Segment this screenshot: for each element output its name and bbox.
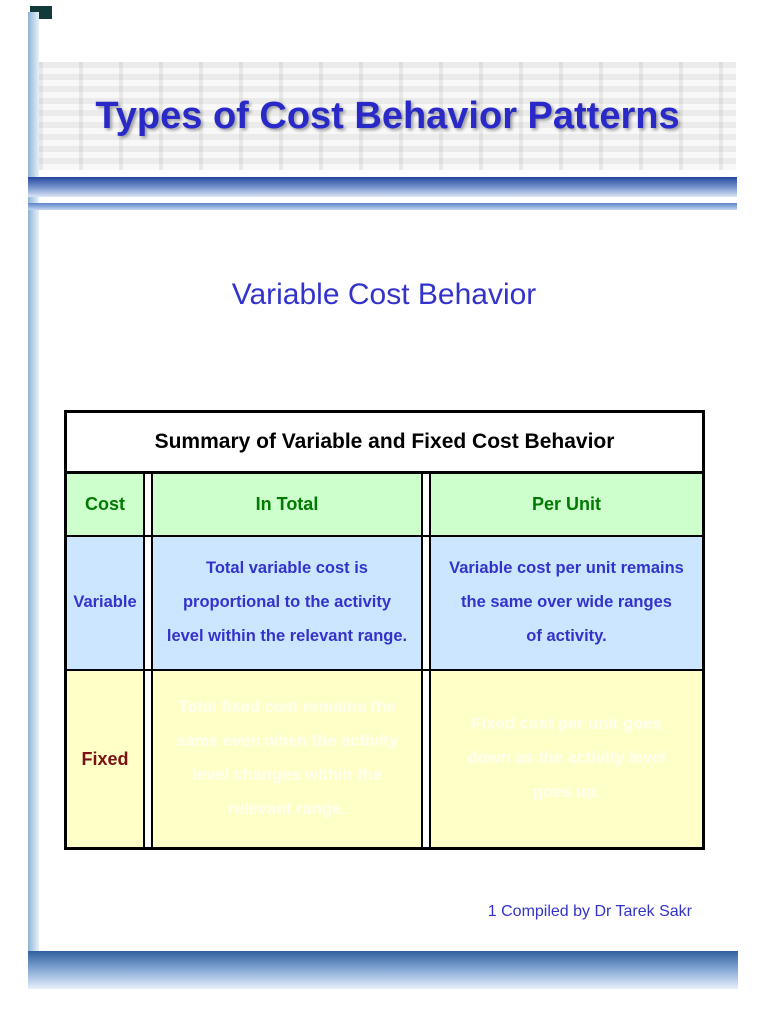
cell-variable-per-unit: Variable cost per unit remains the same … [429,537,702,669]
cost-behavior-table: Summary of Variable and Fixed Cost Behav… [64,410,705,850]
table-title: Summary of Variable and Fixed Cost Behav… [67,413,702,474]
header-divider-thin [28,203,737,210]
cell-variable-label: Variable [67,537,145,669]
cell-fixed-label: Fixed [67,671,145,847]
header-band: Types of Cost Behavior Patterns [39,62,736,170]
header-divider-thick [28,177,737,197]
bottom-bar [28,951,738,989]
cell-fixed-per-unit: Fixed cost per unit goes down as the act… [429,671,702,847]
table-header-row: Cost In Total Per Unit [67,474,702,535]
cell-variable-in-total: Total variable cost is proportional to t… [151,537,423,669]
table-row-variable: Variable Total variable cost is proporti… [67,535,702,669]
slide-title: Types of Cost Behavior Patterns [95,94,680,137]
column-header-cost: Cost [67,474,145,535]
left-border-strip [28,12,39,988]
column-header-in-total: In Total [151,474,423,535]
footer-credit: 1 Compiled by Dr Tarek Sakr [487,903,692,920]
cell-fixed-in-total: Total fixed cost remains the same even w… [151,671,423,847]
slide-subtitle: Variable Cost Behavior [231,278,537,311]
table-row-fixed: Fixed Total fixed cost remains the same … [67,669,702,847]
column-header-per-unit: Per Unit [429,474,702,535]
